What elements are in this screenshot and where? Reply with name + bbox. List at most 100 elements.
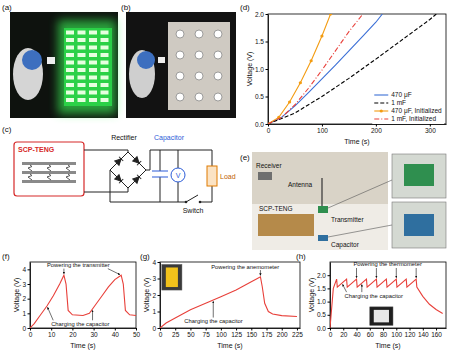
meter-circle bbox=[171, 168, 185, 182]
photo-background bbox=[10, 12, 118, 118]
y-tick-label: 2.0 bbox=[317, 272, 326, 279]
led bbox=[101, 98, 109, 102]
led-board bbox=[64, 28, 112, 106]
x-tick-label: 200 bbox=[371, 127, 382, 134]
x-tick-label: 10 bbox=[48, 331, 56, 338]
y-tick-label: 1 bbox=[152, 308, 156, 315]
x-tick: 40 bbox=[353, 328, 361, 338]
photo-background bbox=[126, 12, 236, 118]
annotation-arrow bbox=[416, 268, 417, 278]
x-tick: 100 bbox=[391, 328, 402, 338]
annotation-arrow bbox=[92, 310, 93, 320]
plot-area bbox=[330, 279, 443, 328]
bridge-diode bbox=[133, 175, 141, 183]
y-tick-label: 2.0 bbox=[255, 11, 264, 18]
photo-label: Receiver bbox=[256, 162, 282, 169]
x-tick-label: 100 bbox=[216, 331, 227, 338]
inset-device bbox=[374, 310, 389, 322]
wire bbox=[84, 150, 128, 152]
spring bbox=[66, 174, 70, 180]
y-tick: 0.5 bbox=[255, 93, 268, 100]
photo-panel-b bbox=[126, 12, 236, 118]
annotation-arrow bbox=[396, 268, 397, 278]
x-tick-label: 20 bbox=[340, 331, 348, 338]
annotation-arrow bbox=[48, 307, 54, 320]
antenna-object bbox=[321, 178, 322, 206]
photo-label: Antenna bbox=[288, 181, 313, 188]
y-tick-mark bbox=[266, 42, 269, 43]
y-tick-label: 0.0 bbox=[255, 121, 264, 128]
x-tick: 50 bbox=[187, 328, 195, 338]
y-tick-label: 1 bbox=[22, 310, 26, 317]
meter-label: V bbox=[176, 172, 181, 179]
spring bbox=[28, 174, 32, 180]
led bbox=[89, 98, 97, 102]
led bbox=[89, 76, 97, 80]
led bbox=[89, 68, 97, 72]
plot-frame bbox=[160, 262, 300, 328]
led bbox=[101, 61, 109, 65]
y-tick-mark bbox=[28, 284, 31, 285]
inset-device bbox=[166, 267, 178, 287]
led-off bbox=[214, 93, 222, 101]
series-marker bbox=[299, 81, 302, 84]
x-tick-label: 0 bbox=[159, 331, 163, 338]
device-puck bbox=[137, 51, 155, 69]
led bbox=[89, 31, 97, 35]
led bbox=[66, 76, 74, 80]
photo-label: Transmitter bbox=[331, 216, 364, 223]
led-off bbox=[176, 51, 184, 59]
y-tick-mark bbox=[158, 262, 161, 263]
y-axis-line bbox=[30, 263, 31, 329]
legend-swatch bbox=[374, 94, 388, 95]
x-tick: 25 bbox=[172, 328, 180, 338]
inset-photo bbox=[162, 264, 182, 290]
wire bbox=[200, 202, 212, 203]
led bbox=[66, 68, 74, 72]
y-tick-mark bbox=[266, 69, 269, 70]
y-tick-label: 3 bbox=[22, 281, 26, 288]
x-tick: 0 bbox=[267, 124, 271, 134]
wire bbox=[178, 182, 179, 202]
panel-label: (h) bbox=[296, 252, 306, 261]
plot-frame bbox=[330, 262, 446, 328]
annotation-arrow bbox=[213, 301, 214, 317]
inset-board bbox=[404, 164, 434, 186]
legend-swatch bbox=[374, 118, 388, 119]
y-tick: 2.0 bbox=[255, 11, 268, 18]
generator-box bbox=[14, 142, 84, 196]
y-tick: 1.5 bbox=[317, 285, 330, 292]
y-tick: 0.5 bbox=[317, 311, 330, 318]
y-tick: 1.0 bbox=[317, 298, 330, 305]
x-tick-label: 80 bbox=[380, 331, 388, 338]
y-tick: 1 bbox=[152, 308, 160, 315]
y-tick-label: 2 bbox=[22, 295, 26, 302]
y-axis: 0.00.51.01.52.0 bbox=[255, 11, 269, 128]
x-tick-label: 200 bbox=[277, 331, 288, 338]
inset-leader bbox=[328, 180, 392, 208]
x-tick: 100 bbox=[317, 124, 328, 134]
y-tick-label: 0.5 bbox=[317, 311, 326, 318]
series-marker bbox=[288, 100, 291, 103]
x-axis-title: Time (s) bbox=[217, 342, 242, 350]
led bbox=[89, 91, 97, 95]
led bbox=[78, 46, 86, 50]
led bbox=[101, 53, 109, 57]
led-off bbox=[214, 30, 222, 38]
x-axis-line bbox=[31, 328, 137, 329]
y-tick: 2 bbox=[22, 295, 30, 302]
y-tick-mark bbox=[28, 299, 31, 300]
y-tick-mark bbox=[158, 328, 161, 329]
y-tick-mark bbox=[266, 14, 269, 15]
y-tick-mark bbox=[328, 288, 331, 289]
x-axis-line bbox=[331, 328, 447, 329]
led bbox=[101, 91, 109, 95]
led bbox=[66, 61, 74, 65]
led bbox=[89, 83, 97, 87]
y-axis-line bbox=[268, 15, 269, 125]
y-tick-label: 0 bbox=[152, 325, 156, 332]
x-tick-label: 300 bbox=[425, 127, 436, 134]
figure: (a)(b)SCP-TENGRectifierCapacitorVSwitchL… bbox=[0, 0, 454, 356]
x-tick: 30 bbox=[90, 328, 98, 338]
x-tick-label: 125 bbox=[231, 331, 242, 338]
